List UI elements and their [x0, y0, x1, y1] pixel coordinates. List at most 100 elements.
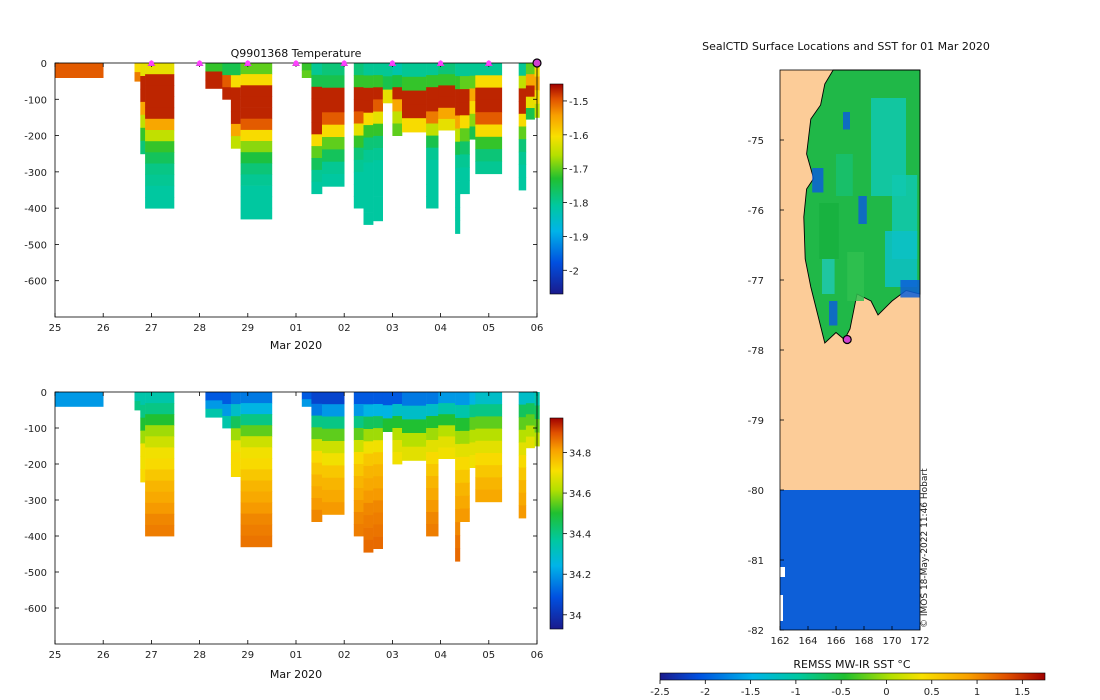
profile-cell	[140, 76, 146, 90]
profile-cell	[353, 184, 364, 197]
profile-cell	[322, 124, 345, 138]
profile-cell	[475, 489, 503, 503]
profile-cell	[525, 425, 535, 438]
profile-cell	[240, 469, 273, 481]
profile	[353, 392, 364, 537]
profile-cell	[455, 470, 461, 484]
profile-cell	[301, 63, 312, 71]
salinity-panel: 25 26 27 28 29 01 02 03 04 05 06 0 -100 -200 -300 -400 -…	[24, 388, 591, 681]
profile-cell	[353, 147, 364, 161]
profile-cell	[373, 87, 383, 100]
profile-cell	[392, 392, 403, 405]
x-tick-label: 04	[434, 323, 447, 334]
profile-cell	[455, 207, 461, 221]
profile-cell	[455, 141, 461, 156]
profile-cell	[402, 433, 427, 448]
profile-cell	[363, 137, 374, 151]
profile	[382, 63, 393, 104]
profile-marker-dot	[486, 60, 492, 66]
temperature-colorbar-ticks: -1.5 -1.6 -1.7 -1.8 -1.9 -2	[563, 97, 589, 277]
profile-cell	[426, 524, 439, 537]
profile-cell	[518, 63, 527, 77]
profile-cell	[311, 146, 323, 159]
profile-cell	[402, 118, 427, 133]
profile-cell	[438, 447, 456, 459]
profile	[525, 392, 535, 449]
profile-cell	[145, 96, 175, 109]
profile-cell	[455, 128, 461, 143]
profile-cell	[145, 152, 175, 164]
x-tick-label: 01	[290, 650, 303, 661]
profile-cell	[353, 135, 364, 149]
profile-cell	[459, 417, 470, 432]
profile-cell	[426, 452, 439, 465]
profile-cell	[311, 122, 323, 135]
profile-cell	[475, 63, 503, 76]
profile-cell	[311, 509, 323, 522]
profile-cell	[392, 440, 403, 453]
y-tick-label: -300	[24, 168, 47, 179]
colorbar-tick-label: -1.7	[569, 165, 589, 176]
profile-cell	[322, 465, 345, 478]
profile-cell	[322, 100, 345, 113]
profile-cell	[518, 177, 527, 191]
profile-cell	[353, 524, 364, 537]
profile-cell	[145, 118, 175, 131]
profile-cell	[426, 123, 439, 136]
sst-colorbar-tick-label: -2.5	[650, 687, 670, 698]
profile-cell	[322, 87, 345, 101]
profile-cell	[402, 63, 427, 78]
profile-cell	[55, 392, 104, 400]
profile-cell	[475, 87, 503, 101]
profile-cell	[311, 415, 323, 428]
profile	[145, 63, 175, 209]
profile-cell	[322, 477, 345, 491]
profile-cell	[140, 430, 146, 444]
profile-cell	[402, 104, 427, 119]
profile-cell	[363, 187, 374, 200]
map-x-tick-label: 162	[770, 636, 789, 647]
profile-cell	[240, 107, 273, 120]
profile	[402, 63, 427, 133]
profile	[382, 392, 393, 432]
seal-location-marker	[842, 334, 852, 345]
profile-cell	[518, 88, 527, 102]
profile-cell	[311, 392, 323, 405]
x-tick-label: 06	[531, 323, 544, 334]
profile-cell	[222, 87, 232, 100]
profile-cell	[301, 70, 312, 78]
profile-cell	[363, 539, 374, 553]
profile-cell	[353, 440, 364, 453]
profile-cell	[426, 512, 439, 525]
profile-cell	[518, 151, 527, 165]
x-tick-label: 25	[49, 323, 62, 334]
profile-cell	[455, 431, 461, 445]
sst-colorbar-tick-label: -1.5	[741, 687, 761, 698]
profile-cell	[426, 428, 439, 441]
profile-cell	[518, 126, 527, 140]
profile-cell	[140, 404, 146, 419]
profile-cell	[518, 404, 527, 418]
map-x-tick-label: 172	[910, 636, 929, 647]
profile-cell	[426, 147, 439, 161]
colorbar-tick-label: 34.8	[569, 448, 591, 459]
profile-cell	[459, 495, 470, 510]
profile-cell	[475, 428, 503, 442]
profile-cell	[353, 404, 364, 417]
profile-cell	[518, 505, 527, 519]
x-tick-label: 29	[241, 650, 254, 661]
profile-cell	[145, 502, 175, 515]
profile-cell	[373, 428, 383, 441]
profile-cell	[322, 137, 345, 150]
profile	[145, 392, 175, 537]
profile-cell	[438, 436, 456, 448]
profile-cell	[55, 63, 104, 71]
profile	[402, 392, 427, 461]
profile-cell	[475, 392, 503, 405]
profile-cell	[469, 113, 476, 127]
profile-cell	[230, 464, 241, 477]
profile-cell	[353, 123, 364, 136]
profile-cell	[392, 99, 403, 112]
profile-cell	[426, 111, 439, 124]
sst-patch	[847, 252, 864, 301]
